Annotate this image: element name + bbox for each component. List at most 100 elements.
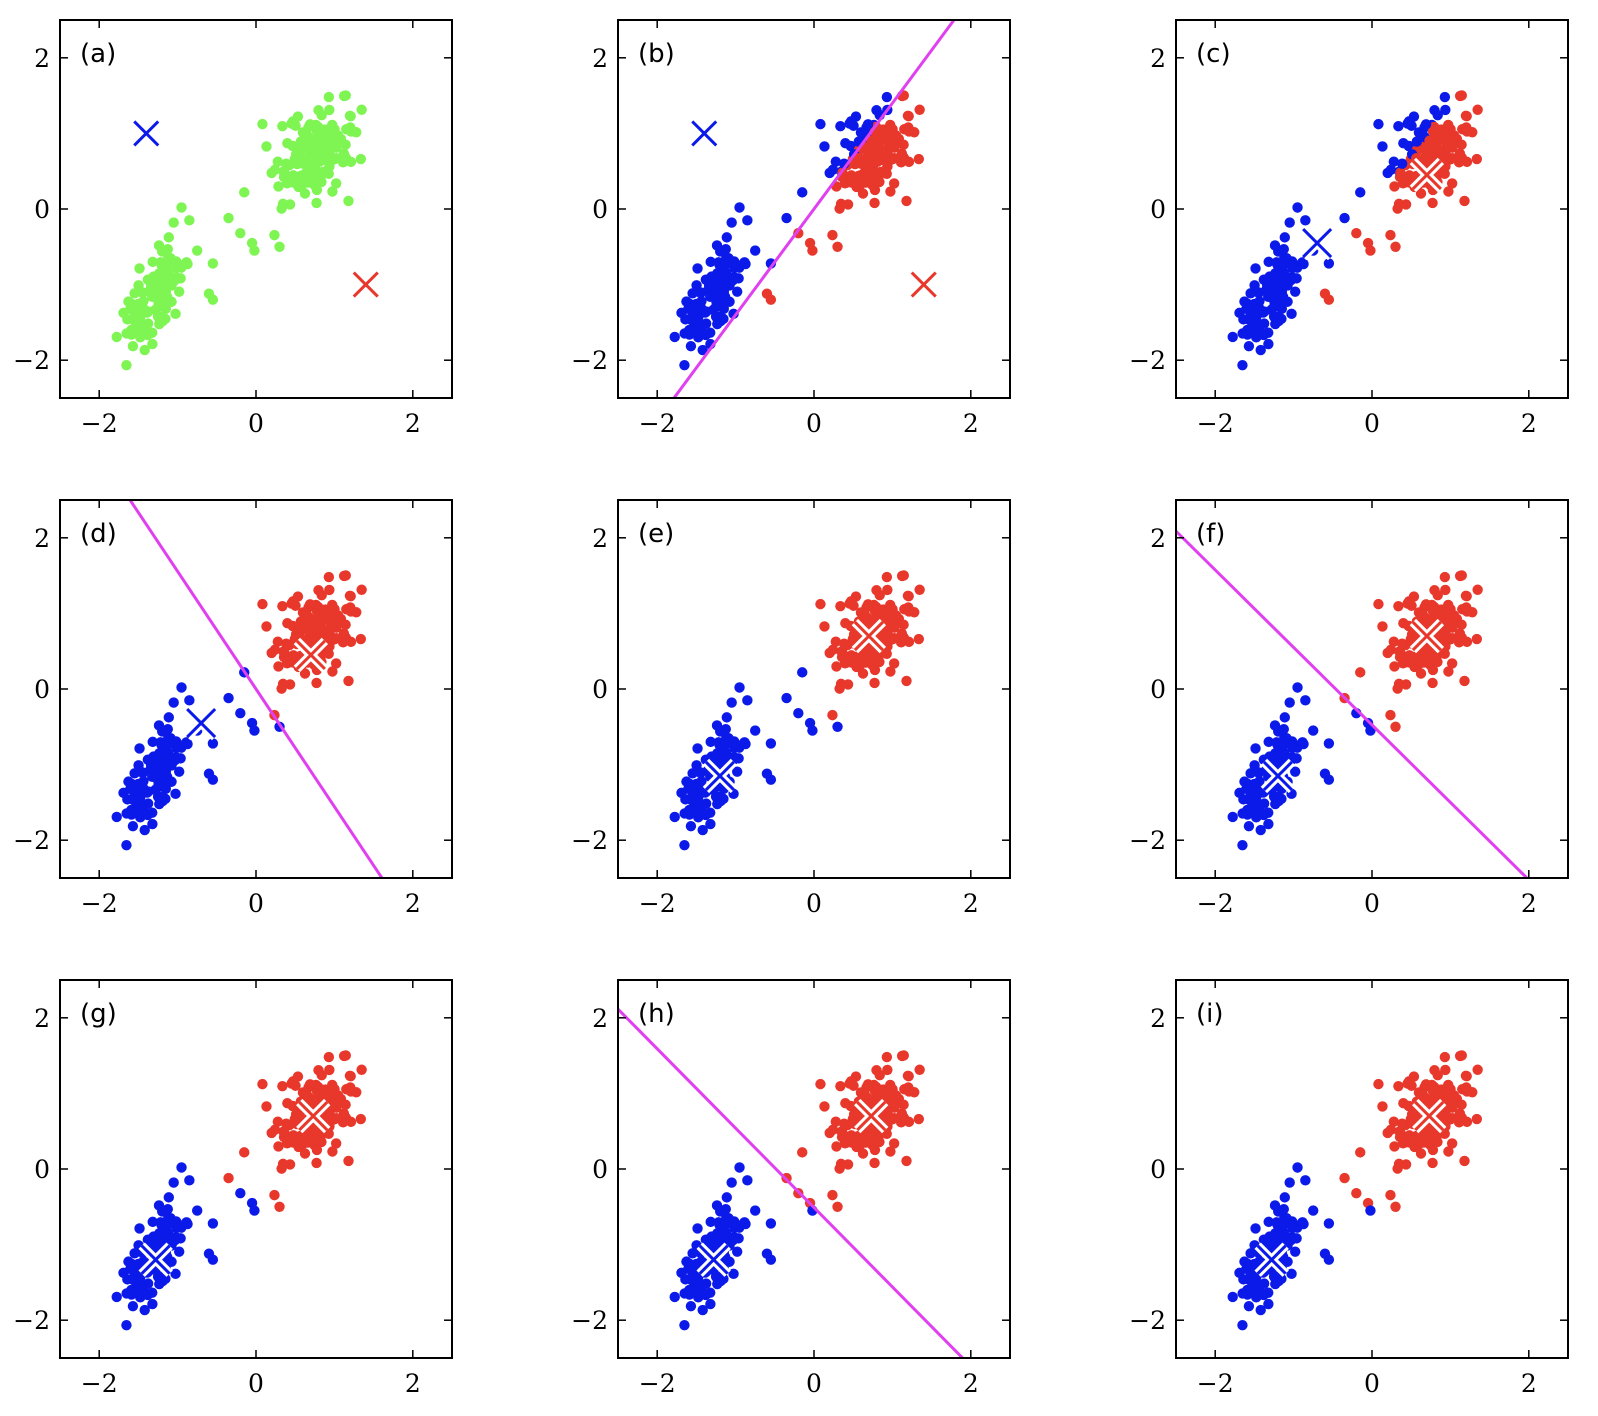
x-tick-label: 2 bbox=[405, 409, 421, 438]
data-point bbox=[249, 1205, 260, 1216]
data-point bbox=[859, 608, 870, 619]
data-point bbox=[729, 262, 740, 274]
data-point bbox=[276, 683, 287, 694]
data-point bbox=[881, 1051, 893, 1063]
data-point bbox=[1258, 809, 1269, 821]
data-point bbox=[765, 1218, 777, 1229]
data-point bbox=[181, 1217, 192, 1228]
data-point bbox=[842, 679, 854, 690]
data-point bbox=[1279, 712, 1290, 723]
data-point bbox=[1403, 1076, 1415, 1087]
y-tick-label: 2 bbox=[592, 44, 608, 73]
data-point bbox=[1273, 795, 1284, 807]
data-point bbox=[160, 303, 172, 315]
x-tick-label: 2 bbox=[963, 889, 979, 918]
data-point bbox=[1447, 1113, 1458, 1124]
data-point bbox=[793, 707, 804, 719]
x-tick-label: 0 bbox=[248, 889, 264, 918]
data-point bbox=[1276, 303, 1288, 315]
data-point bbox=[1250, 263, 1261, 274]
data-point bbox=[1355, 187, 1366, 198]
data-point bbox=[815, 1078, 826, 1090]
points bbox=[669, 90, 925, 371]
data-point bbox=[1393, 600, 1404, 612]
data-point bbox=[1277, 291, 1289, 303]
data-point bbox=[835, 600, 846, 612]
data-point bbox=[1377, 621, 1388, 632]
data-point bbox=[1373, 598, 1384, 610]
data-point bbox=[324, 1064, 335, 1076]
centroid-marker-2 bbox=[1409, 618, 1445, 654]
data-point bbox=[711, 720, 723, 731]
data-point bbox=[1420, 599, 1432, 610]
data-point bbox=[121, 839, 132, 851]
x-tick-label: 2 bbox=[1521, 409, 1537, 438]
data-point bbox=[308, 1095, 319, 1106]
data-point bbox=[192, 1205, 203, 1216]
data-point bbox=[669, 1291, 680, 1303]
panel-f: −2 0 2 −2 0 2 (f) bbox=[1129, 499, 1569, 918]
data-point bbox=[127, 340, 139, 352]
data-point bbox=[1389, 661, 1400, 672]
centroid-marker-1 bbox=[702, 758, 738, 794]
panel-d: −2 0 2 −2 0 2 (d) bbox=[13, 499, 453, 918]
data-point bbox=[301, 608, 312, 619]
data-point bbox=[142, 1289, 153, 1301]
data-point bbox=[133, 760, 144, 771]
data-point bbox=[1460, 590, 1472, 602]
data-point bbox=[111, 811, 122, 823]
data-point bbox=[1427, 677, 1438, 689]
data-point bbox=[857, 188, 869, 199]
centroid-marker-2 bbox=[293, 637, 329, 673]
data-point bbox=[340, 1050, 351, 1061]
data-point bbox=[866, 615, 877, 626]
data-point bbox=[343, 675, 354, 687]
data-point bbox=[1400, 679, 1412, 690]
data-point bbox=[139, 1304, 150, 1316]
y-tick-label: 2 bbox=[1150, 524, 1166, 553]
data-point bbox=[888, 1138, 900, 1149]
data-point bbox=[697, 344, 708, 356]
panel-label: (f) bbox=[1196, 519, 1225, 549]
panel-label: (c) bbox=[1196, 39, 1231, 69]
y-tick-label: 0 bbox=[592, 1155, 608, 1184]
data-point bbox=[807, 725, 818, 736]
data-point bbox=[881, 168, 892, 180]
data-point bbox=[153, 1200, 165, 1211]
data-point bbox=[356, 584, 367, 595]
data-point bbox=[860, 177, 872, 188]
data-point bbox=[338, 1108, 350, 1119]
data-point bbox=[1243, 1272, 1255, 1284]
data-point bbox=[269, 229, 280, 241]
data-point bbox=[284, 679, 296, 690]
data-point bbox=[134, 325, 145, 337]
data-point bbox=[827, 1124, 839, 1135]
data-point bbox=[207, 774, 219, 785]
data-point bbox=[679, 839, 690, 851]
y-tick-label: 0 bbox=[592, 675, 608, 704]
data-point bbox=[1440, 104, 1451, 116]
data-point bbox=[355, 1113, 367, 1125]
data-point bbox=[885, 1079, 896, 1091]
data-point bbox=[1459, 1155, 1470, 1167]
data-point bbox=[1456, 1050, 1467, 1061]
data-point bbox=[685, 820, 697, 832]
data-point bbox=[842, 1159, 854, 1170]
data-point bbox=[153, 720, 165, 731]
panel-label: (b) bbox=[638, 39, 675, 69]
data-point bbox=[223, 692, 234, 704]
data-point bbox=[1385, 164, 1397, 175]
data-point bbox=[1279, 1228, 1290, 1239]
data-point bbox=[302, 177, 314, 188]
data-point bbox=[1269, 240, 1281, 251]
data-point bbox=[1273, 315, 1284, 327]
panel-b: −2 0 2 −2 0 2 (b) bbox=[571, 19, 1011, 438]
data-point bbox=[913, 633, 925, 645]
data-point bbox=[728, 1268, 739, 1280]
data-point bbox=[1446, 178, 1458, 189]
data-point bbox=[903, 606, 915, 617]
data-point bbox=[896, 628, 908, 639]
data-point bbox=[1395, 1127, 1406, 1138]
data-point bbox=[257, 1078, 268, 1090]
data-point bbox=[1297, 1217, 1308, 1228]
